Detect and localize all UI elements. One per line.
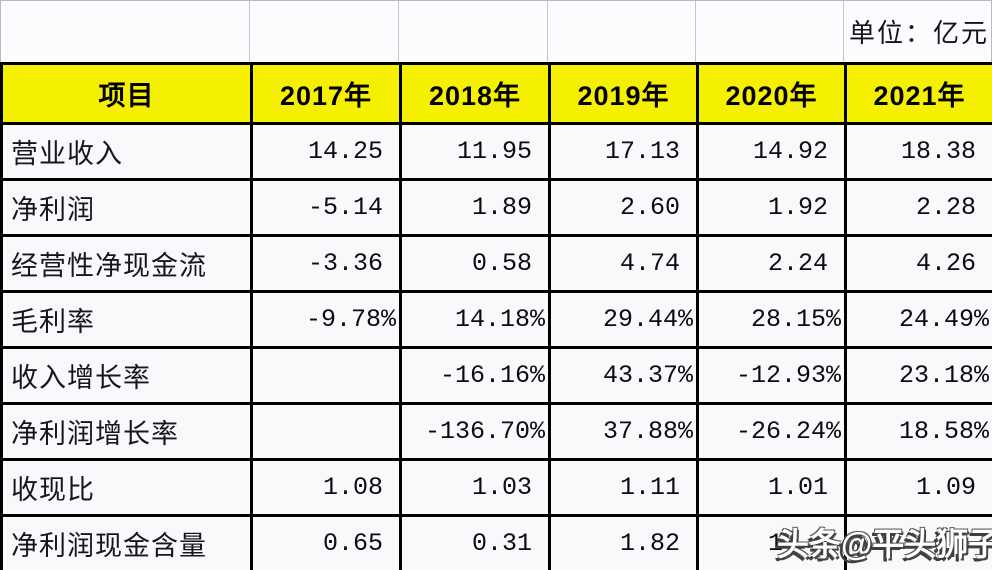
table-row: 收入增长率 -16.16% 43.37% -12.93% 23.18% (0, 346, 992, 405)
cell-value: 1.92 (696, 178, 847, 237)
table-row: 净利润 -5.14 1.89 2.60 1.92 2.28 (0, 178, 992, 237)
row-label: 净利润增长率 (0, 402, 253, 461)
cell-value: 14.92 (696, 122, 847, 181)
header-cell-item: 项目 (0, 62, 253, 125)
financial-table: 项目 2017年 2018年 2019年 2020年 2021年 营业收入 14.25 11.… (0, 62, 992, 570)
cell-value: 23.18% (844, 346, 992, 405)
cell-value (250, 402, 402, 461)
cell-value: 1.11 (548, 458, 699, 517)
unit-row: 单位：亿元 (0, 0, 992, 62)
cell-value: -16.16% (399, 346, 551, 405)
table-row: 净利润增长率 -136.70% 37.88% -26.24% 18.58% (0, 402, 992, 461)
cell-value: 28.15% (696, 290, 847, 349)
unit-row-cell (399, 1, 548, 62)
unit-label: 单位：亿元 (849, 18, 990, 48)
cell-value: 18.58% (844, 402, 992, 461)
cell-value: 4.26 (844, 234, 992, 293)
row-label: 收入增长率 (0, 346, 253, 405)
table-row: 收现比 1.08 1.03 1.11 1.01 1.09 (0, 458, 992, 517)
cell-value: 2.28 (844, 178, 992, 237)
cell-value: -3.36 (250, 234, 402, 293)
cell-value (844, 514, 992, 570)
header-cell-year: 2019年 (548, 62, 699, 125)
unit-row-cell (548, 1, 696, 62)
table-body: 营业收入 14.25 11.95 17.13 14.92 18.38 净利润 -5.14 1.8… (0, 122, 992, 570)
row-label: 收现比 (0, 458, 253, 517)
cell-value: 1.09 (844, 458, 992, 517)
cell-value: 1. (696, 514, 847, 570)
cell-value: 4.74 (548, 234, 699, 293)
cell-value: 14.25 (250, 122, 402, 181)
table-row: 净利润现金含量 0.65 0.31 1.82 1. (0, 514, 992, 570)
cell-value: -9.78% (250, 290, 402, 349)
table-row: 毛利率 -9.78% 14.18% 29.44% 28.15% 24.49% (0, 290, 992, 349)
cell-value: 1.89 (399, 178, 551, 237)
cell-value: 0.31 (399, 514, 551, 570)
cell-value: -26.24% (696, 402, 847, 461)
cell-value: 2.24 (696, 234, 847, 293)
unit-row-cell: 单位：亿元 (844, 1, 991, 62)
unit-row-cell (696, 1, 844, 62)
cell-value (250, 346, 402, 405)
cell-value: 18.38 (844, 122, 992, 181)
header-row: 项目 2017年 2018年 2019年 2020年 2021年 (0, 62, 992, 125)
unit-row-cell (250, 1, 399, 62)
header-cell-year: 2020年 (696, 62, 847, 125)
cell-value: 1.03 (399, 458, 551, 517)
unit-row-cell (1, 1, 250, 62)
header-cell-year: 2017年 (250, 62, 402, 125)
row-label: 营业收入 (0, 122, 253, 181)
cell-value: 37.88% (548, 402, 699, 461)
cell-value: -5.14 (250, 178, 402, 237)
cell-value: 29.44% (548, 290, 699, 349)
cell-value: 0.58 (399, 234, 551, 293)
cell-value: 1.01 (696, 458, 847, 517)
cell-value: 1.08 (250, 458, 402, 517)
header-cell-year: 2018年 (399, 62, 551, 125)
cell-value: 14.18% (399, 290, 551, 349)
header-cell-year: 2021年 (844, 62, 992, 125)
cell-value: 17.13 (548, 122, 699, 181)
cell-value: -12.93% (696, 346, 847, 405)
cell-value: 1.82 (548, 514, 699, 570)
cell-value: -136.70% (399, 402, 551, 461)
table-row: 经营性净现金流 -3.36 0.58 4.74 2.24 4.26 (0, 234, 992, 293)
cell-value: 2.60 (548, 178, 699, 237)
cell-value: 0.65 (250, 514, 402, 570)
row-label: 毛利率 (0, 290, 253, 349)
cell-value: 11.95 (399, 122, 551, 181)
row-label: 经营性净现金流 (0, 234, 253, 293)
table-row: 营业收入 14.25 11.95 17.13 14.92 18.38 (0, 122, 992, 181)
cell-value: 43.37% (548, 346, 699, 405)
row-label: 净利润 (0, 178, 253, 237)
cell-value: 24.49% (844, 290, 992, 349)
row-label: 净利润现金含量 (0, 514, 253, 570)
watermark: 头条@平头狮子 (777, 526, 992, 562)
